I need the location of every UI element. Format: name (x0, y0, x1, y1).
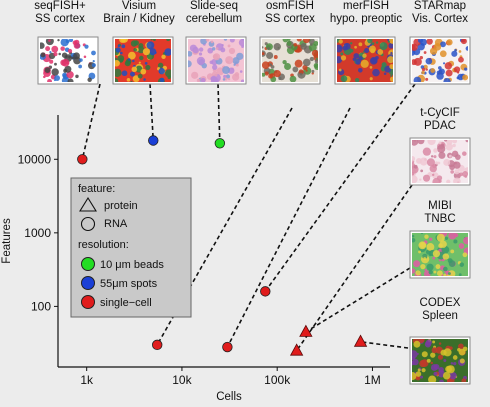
thumbnail-label-0-1: SS cortex (35, 13, 85, 25)
connector-line-5 (264, 83, 416, 292)
thumbnail-label-4-0: merFISH (343, 0, 389, 12)
thumbnail-image-1 (115, 39, 171, 82)
thumbnail-label-5-1: Vis. Cortex (412, 13, 468, 25)
connector-line-1 (149, 83, 155, 141)
x-tick-label-0: 1k (80, 373, 94, 387)
connector-line-8 (360, 341, 409, 349)
legend-resolution-label-2: single−cell (100, 297, 152, 309)
legend-feature-title: feature: (78, 183, 115, 195)
legend-shape-triangle (79, 196, 97, 212)
data-point-7 (299, 324, 313, 337)
thumbnail-label-4-1: hypo. preoptic (330, 13, 402, 25)
legend-shape-circle (80, 216, 96, 232)
y-tick-label-0: 100 (31, 299, 51, 313)
legend-swatch-2 (81, 295, 95, 309)
data-point-2 (214, 138, 226, 149)
x-tick-label-1: 10k (172, 373, 192, 387)
thumbnail-label-1-0: Visium (122, 0, 156, 12)
thumbnail-0: seqFISH+SS cortex (34, 0, 99, 85)
connector-line-2 (217, 83, 221, 144)
connector-line-7 (305, 267, 411, 333)
connector-line-4 (226, 107, 351, 348)
data-points (77, 135, 368, 356)
connector-line-0 (81, 83, 101, 160)
x-tick-label-2: 100k (264, 373, 291, 387)
legend-resolution-title: resolution: (78, 239, 129, 251)
legend-resolution-label-0: 10 μm beads (100, 259, 164, 271)
thumbnail-label-5-0: STARmap (414, 0, 466, 12)
thumbnail-label-2-1: cerebellum (186, 13, 242, 25)
legend: feature: protein RNA resolution: 10 μm beads… (70, 177, 192, 318)
thumbnail-image-2 (188, 39, 244, 82)
thumbnail-label-8-0: CODEX (420, 297, 461, 309)
thumbnail-label-1-1: Brain / Kidney (103, 13, 175, 25)
data-point-5 (260, 286, 271, 297)
connector-line-6 (295, 184, 413, 352)
x-axis-title: Cells (216, 391, 242, 403)
data-point-8 (353, 334, 368, 347)
y-tick-label-1: 1000 (24, 226, 51, 240)
thumbnail-label-7-0: MIBI (428, 200, 452, 212)
y-tick-label-2: 10000 (18, 152, 52, 166)
thumbnail-image-7 (412, 233, 468, 276)
thumbnail-image-8 (412, 339, 468, 382)
thumbnail-image-3 (262, 39, 318, 82)
thumbnail-image-0 (40, 39, 96, 82)
data-point-0 (77, 154, 88, 165)
legend-swatch-0 (81, 257, 95, 271)
thumbnail-image-5 (412, 39, 468, 82)
data-point-1 (148, 135, 159, 146)
thumbnail-label-3-0: osmFISH (266, 0, 314, 12)
thumbnail-label-3-1: SS cortex (265, 13, 315, 25)
thumbnail-label-6-0: t-CyCIF (420, 107, 460, 119)
thumbnail-label-8-1: Spleen (422, 310, 458, 322)
data-point-3 (152, 339, 163, 351)
data-point-6 (289, 343, 304, 356)
y-axis-title: Features (1, 218, 13, 264)
thumbnail-image-6 (412, 140, 468, 183)
axes: 1k 10k 100k 1M 100 1000 10000 Cells Features (1, 115, 390, 403)
legend-box (70, 177, 192, 318)
data-point-4 (222, 341, 233, 353)
x-tick-label-3: 1M (364, 373, 381, 387)
legend-label-circle: RNA (104, 218, 128, 230)
thumbnail-label-6-1: PDAC (424, 120, 456, 132)
thumbnail-label-0-0: seqFISH+ (34, 0, 86, 12)
thumbnail-label-7-1: TNBC (424, 213, 455, 225)
legend-label-triangle: protein (104, 200, 138, 212)
thumbnail-image-4 (337, 39, 393, 82)
thumbnail-label-2-0: Slide-seq (190, 0, 238, 12)
legend-resolution-label-1: 55μm spots (100, 278, 158, 290)
legend-swatch-1 (81, 276, 95, 290)
